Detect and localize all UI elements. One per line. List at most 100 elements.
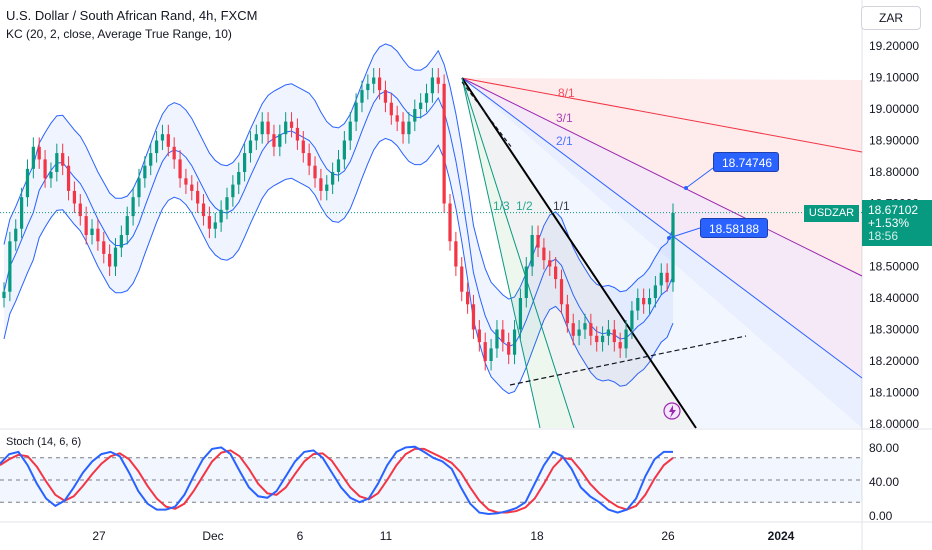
candle (213, 212, 217, 239)
candle-body (600, 335, 605, 343)
candle-body (25, 168, 30, 198)
candle-body (583, 323, 587, 330)
candle-body (96, 228, 100, 242)
candle (43, 149, 47, 188)
candle (14, 219, 18, 251)
candle-body (2, 291, 6, 298)
candle-body (512, 329, 517, 355)
candle-body (237, 172, 241, 185)
candle-body (360, 90, 364, 103)
callout-connector (685, 167, 714, 189)
candle (172, 137, 176, 169)
candle-body (190, 184, 194, 191)
candle (166, 124, 170, 157)
candle (31, 137, 35, 179)
indicator-legend[interactable]: KC (20, 2, close, Average True Range, 10… (6, 27, 232, 41)
candle-body (571, 323, 575, 336)
x-tick-label: 26 (661, 529, 675, 543)
candle-body (49, 172, 53, 179)
candle-body (424, 93, 429, 103)
candle (61, 143, 65, 176)
lightning-icon-glyph (669, 405, 676, 418)
candle-body (178, 159, 182, 179)
y-tick-label: 19.10000 (869, 71, 919, 85)
candle-body (295, 127, 300, 141)
candle (583, 313, 587, 339)
candle-body (377, 77, 382, 91)
y-tick-label: 18.10000 (869, 386, 919, 400)
keltner-band-fill (4, 43, 673, 394)
candle-body (336, 159, 341, 172)
candle-body (436, 77, 440, 84)
candle-body (166, 134, 170, 147)
candle (407, 112, 411, 144)
fan-line-1-2 (461, 77, 575, 429)
candle (483, 332, 487, 371)
x-tick-label: 6 (297, 529, 304, 543)
candle (354, 93, 358, 132)
candle-body (131, 197, 135, 217)
fan-label: 1/1 (553, 199, 570, 213)
candle (84, 206, 88, 245)
candle (600, 326, 605, 352)
candle-body (454, 241, 458, 267)
stoch-legend[interactable]: Stoch (14, 6, 6) (6, 436, 82, 448)
candle (49, 162, 53, 188)
candle (331, 162, 335, 195)
candle-body (37, 146, 41, 160)
candle-body (266, 121, 270, 135)
candle (618, 332, 622, 358)
candle (254, 124, 258, 150)
candle-body (653, 285, 658, 298)
candle (548, 250, 552, 276)
candle-body (72, 190, 77, 204)
y-tick-label: 18.00000 (869, 417, 919, 431)
candle-body (407, 121, 411, 135)
candle (642, 288, 646, 314)
candle (248, 131, 253, 163)
candle (401, 112, 405, 144)
candle (119, 225, 123, 258)
y-tick-label: 18.50000 (869, 260, 919, 274)
candle-body (149, 153, 153, 166)
candle (55, 143, 59, 182)
candle-body (66, 165, 71, 191)
candle-body (548, 260, 552, 267)
candle-body (460, 266, 464, 292)
candle (225, 187, 229, 220)
candle (25, 159, 30, 207)
candle (125, 206, 129, 245)
candle (260, 112, 264, 144)
candle-body (477, 329, 481, 343)
candle (542, 238, 546, 270)
x-tick-label: 11 (380, 529, 393, 543)
candle-body (372, 77, 376, 84)
y-tick-label: 18.30000 (869, 323, 919, 337)
callout-anchor (667, 236, 671, 240)
candle-body (348, 121, 352, 141)
candle-body (636, 298, 640, 311)
candle-body (366, 83, 370, 91)
candle (113, 238, 118, 276)
bar-countdown: 18:56 (868, 229, 899, 243)
currency-button[interactable]: ZAR (861, 6, 921, 30)
candle-body (618, 342, 622, 349)
candle-body (518, 298, 523, 330)
price-callout[interactable]: 18.58188 (700, 218, 768, 238)
candle (512, 320, 517, 365)
price-callout[interactable]: 18.74746 (713, 152, 779, 172)
fan-line-1-3 (461, 77, 541, 429)
candle-body (483, 342, 487, 361)
candle-body (242, 153, 247, 172)
candle-body (84, 216, 88, 235)
candle-body (442, 83, 446, 204)
candle (442, 74, 446, 213)
candle (507, 332, 511, 365)
candle (389, 93, 393, 125)
candle-body (278, 134, 282, 147)
candle (419, 93, 423, 119)
price-change: +1.53% (868, 216, 910, 230)
candle-body (665, 272, 669, 283)
candle-body (630, 310, 634, 330)
